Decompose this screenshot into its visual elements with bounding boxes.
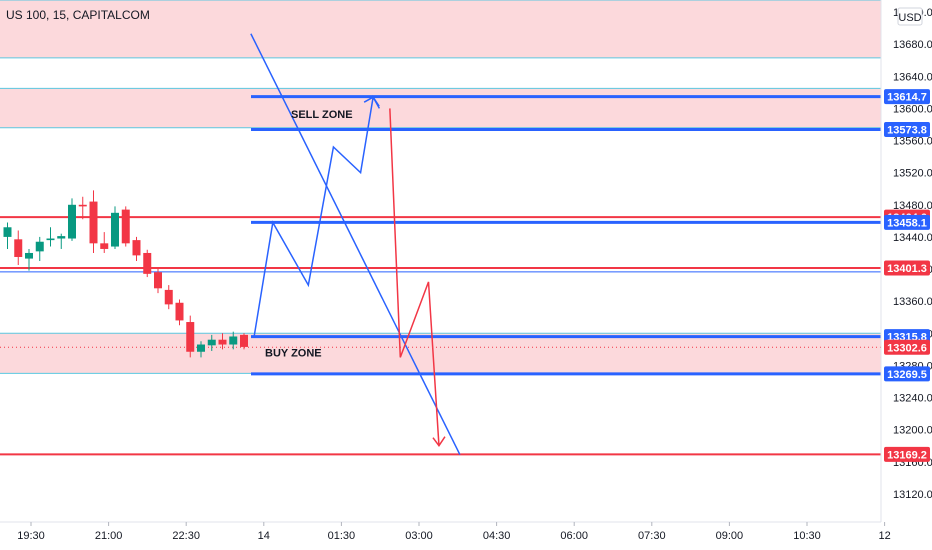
arrow-head-down: [432, 436, 446, 448]
candle[interactable]: [100, 243, 109, 249]
candle[interactable]: [132, 240, 141, 256]
candle[interactable]: [89, 201, 98, 244]
candle[interactable]: [175, 302, 184, 321]
price-badge-label: 13573.8: [887, 124, 927, 136]
buy-zone-label: BUY ZONE: [265, 348, 322, 360]
candle[interactable]: [240, 334, 248, 347]
candle[interactable]: [164, 289, 173, 305]
price-badge: [884, 446, 930, 462]
price-badge-label: 13302.6: [887, 342, 927, 354]
y-tick-label: 13560.0: [893, 136, 932, 148]
time-axis[interactable]: [0, 522, 932, 550]
x-tick-label: 06:00: [560, 530, 588, 542]
currency-box[interactable]: [897, 7, 923, 26]
sell-zone-label: SELL ZONE: [291, 109, 353, 121]
x-tick-label: 04:30: [483, 530, 511, 542]
y-tick-label: 13600.0: [893, 103, 932, 115]
price-badge-label: 13169.2: [887, 449, 927, 461]
candle[interactable]: [35, 241, 44, 252]
candle[interactable]: [25, 252, 33, 259]
candle[interactable]: [46, 238, 55, 241]
price-badge: [884, 339, 930, 355]
x-tick-label: 10:30: [793, 530, 821, 542]
x-tick-label: 03:00: [405, 530, 433, 542]
x-tick-label: 09:00: [716, 530, 744, 542]
y-tick-label: 13120.0: [893, 489, 932, 501]
price-badge: [884, 214, 930, 230]
candle[interactable]: [197, 344, 205, 352]
price-badge: [884, 89, 930, 105]
trend-line[interactable]: [250, 33, 461, 455]
price-badge-label: 13269.5: [887, 369, 927, 381]
y-tick-label: 13360.0: [893, 296, 932, 308]
zone-sell: [0, 88, 881, 128]
price-badge: [884, 121, 930, 137]
y-tick-label: 13520.0: [893, 168, 932, 180]
x-tick-label: 07:30: [638, 530, 666, 542]
candle[interactable]: [111, 212, 119, 247]
projection-down-path[interactable]: [389, 108, 440, 446]
candle[interactable]: [14, 239, 23, 257]
candle[interactable]: [218, 339, 227, 345]
x-tick-label: 19:30: [17, 530, 45, 542]
candle[interactable]: [68, 204, 76, 239]
x-tick-label: 01:30: [328, 530, 356, 542]
x-tick-label: 14: [258, 530, 270, 542]
x-tick-label: 22:30: [172, 530, 200, 542]
y-tick-label: 13480.0: [893, 200, 932, 212]
price-badge-label: 13401.3: [887, 263, 927, 275]
zone-buy: [0, 333, 881, 374]
arrow-head-up: [363, 96, 380, 107]
x-tick-label: 21:00: [95, 530, 123, 542]
candle[interactable]: [121, 209, 130, 244]
candle[interactable]: [143, 252, 152, 274]
candle[interactable]: [3, 227, 12, 237]
candle[interactable]: [78, 204, 87, 207]
candle[interactable]: [154, 272, 162, 289]
y-tick-label: 13240.0: [893, 393, 932, 405]
price-badge-label: 13614.7: [887, 92, 927, 104]
y-tick-label: 13200.0: [893, 425, 932, 437]
y-tick-label: 13680.0: [893, 39, 932, 51]
x-tick-label: 12: [878, 530, 890, 542]
candle[interactable]: [229, 336, 238, 345]
price-badge-label: 13458.1: [887, 217, 927, 229]
currency-label: USD: [898, 12, 921, 24]
price-badge: [884, 260, 930, 276]
candle[interactable]: [186, 322, 195, 352]
price-badge: [884, 366, 930, 382]
candle[interactable]: [207, 339, 216, 346]
y-tick-label: 13440.0: [893, 232, 932, 244]
chart-title: US 100, 15, CAPITALCOM: [6, 8, 150, 22]
zone-top: [0, 0, 881, 58]
y-tick-label: 13640.0: [893, 71, 932, 83]
candle[interactable]: [57, 236, 66, 239]
